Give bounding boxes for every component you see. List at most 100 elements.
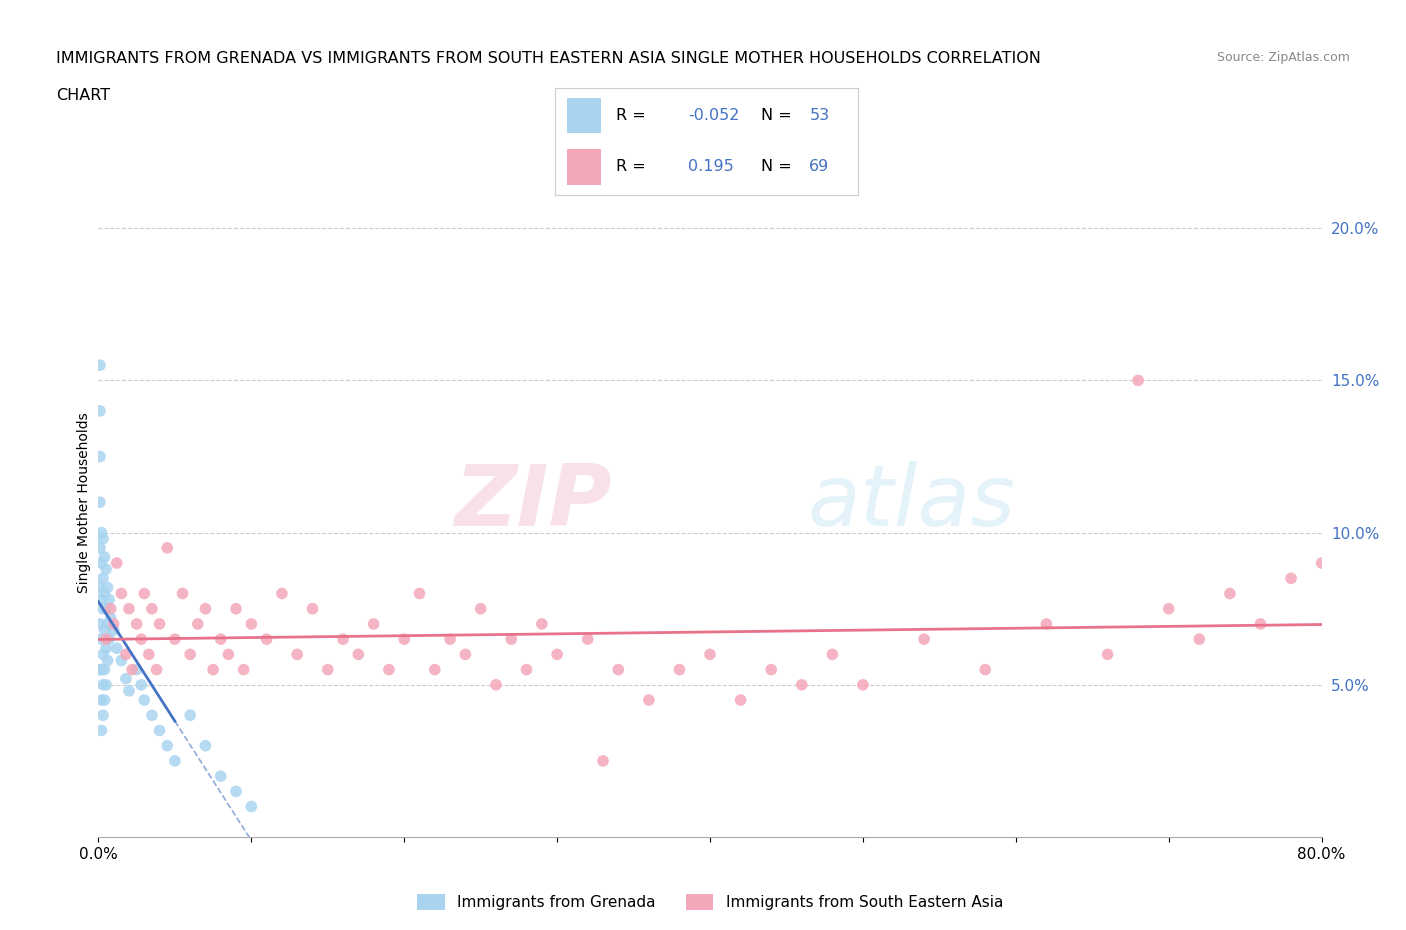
Point <box>90 723 112 737</box>
Point <box>821 647 844 662</box>
Point <box>103 617 125 631</box>
Text: atlas: atlas <box>808 460 1017 544</box>
Point <box>408 586 430 601</box>
Point <box>759 662 782 677</box>
Point <box>90 592 112 607</box>
Point <box>285 647 308 662</box>
Point <box>501 631 523 646</box>
Point <box>145 662 167 677</box>
Text: R =: R = <box>616 159 645 175</box>
Point <box>301 602 323 617</box>
Point <box>163 631 186 646</box>
Point <box>93 550 115 565</box>
Bar <box>568 98 600 133</box>
Text: 53: 53 <box>810 108 830 123</box>
Point <box>1035 617 1057 631</box>
Point <box>129 631 152 646</box>
Text: 0.195: 0.195 <box>689 159 734 175</box>
Point <box>576 631 599 646</box>
Text: N =: N = <box>761 108 792 123</box>
Point <box>94 677 117 692</box>
Y-axis label: Single Mother Households: Single Mother Households <box>77 412 91 592</box>
Point <box>89 495 111 510</box>
Point <box>392 631 416 646</box>
Point <box>105 555 128 570</box>
Point <box>90 555 112 570</box>
Point <box>607 662 630 677</box>
Point <box>363 617 385 631</box>
Point <box>100 610 122 625</box>
Point <box>89 617 111 631</box>
Point <box>439 631 461 646</box>
Point <box>163 753 186 768</box>
Point <box>187 617 209 631</box>
Point <box>134 693 156 708</box>
Point <box>240 617 263 631</box>
Point <box>156 540 179 555</box>
Point <box>98 631 121 646</box>
Point <box>974 662 997 677</box>
Point <box>134 586 156 601</box>
Point <box>256 631 278 646</box>
Point <box>94 631 117 646</box>
Point <box>209 631 232 646</box>
Point <box>668 662 690 677</box>
Text: N =: N = <box>761 159 792 175</box>
Text: 69: 69 <box>810 159 830 175</box>
Point <box>516 662 538 677</box>
Point <box>530 617 553 631</box>
Point <box>90 693 112 708</box>
Point <box>105 641 128 656</box>
Point <box>110 586 132 601</box>
Point <box>91 647 114 662</box>
Point <box>316 662 339 677</box>
Point <box>91 571 114 586</box>
Point <box>217 647 239 662</box>
Point <box>194 738 217 753</box>
Point <box>110 653 132 668</box>
Point <box>270 586 292 601</box>
Point <box>94 562 117 577</box>
Point <box>1219 586 1241 601</box>
Point <box>94 602 117 617</box>
Point <box>172 586 194 601</box>
Point <box>129 677 152 692</box>
Point <box>90 631 112 646</box>
Point <box>138 647 160 662</box>
Point <box>1128 373 1150 388</box>
Point <box>125 617 148 631</box>
Bar <box>568 150 600 184</box>
Point <box>97 617 120 631</box>
Point <box>1249 617 1271 631</box>
Text: CHART: CHART <box>56 88 110 103</box>
Point <box>209 769 232 784</box>
Point <box>149 723 172 737</box>
Point <box>115 647 138 662</box>
Point <box>730 693 752 708</box>
Point <box>637 693 661 708</box>
Point <box>699 647 721 662</box>
Point <box>90 662 112 677</box>
Point <box>100 602 122 617</box>
Point <box>225 602 247 617</box>
Point <box>97 580 120 595</box>
Point <box>118 602 141 617</box>
Point <box>115 671 138 686</box>
Point <box>1188 631 1211 646</box>
Point <box>91 677 114 692</box>
Point <box>790 677 813 692</box>
Point <box>89 404 111 418</box>
Text: ZIP: ZIP <box>454 460 612 544</box>
Point <box>912 631 935 646</box>
Point <box>121 662 143 677</box>
Point <box>93 662 115 677</box>
Point <box>93 622 115 637</box>
Point <box>93 586 115 601</box>
Point <box>194 602 217 617</box>
Point <box>454 647 477 662</box>
Point <box>179 647 201 662</box>
Point <box>91 531 114 546</box>
Point <box>1097 647 1119 662</box>
Point <box>592 753 614 768</box>
Point <box>240 799 263 814</box>
